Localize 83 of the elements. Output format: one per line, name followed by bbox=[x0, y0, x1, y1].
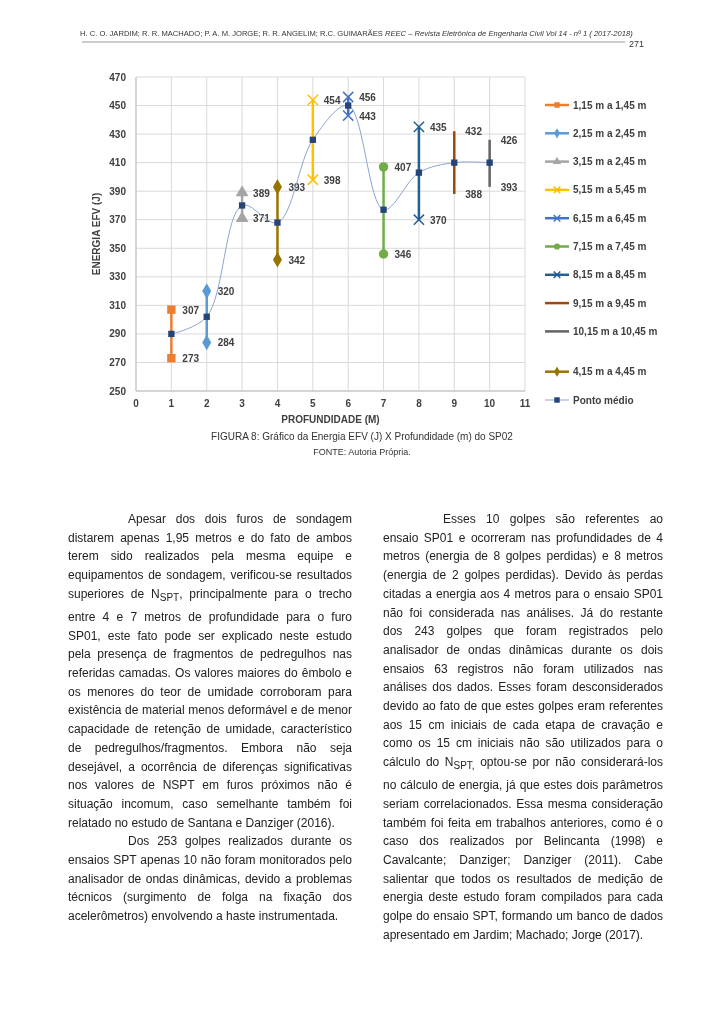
x-tick-label: 6 bbox=[345, 398, 352, 409]
point bbox=[168, 330, 175, 338]
legend-label: 1,15 m a 1,45 m bbox=[573, 99, 647, 111]
x-axis-title: PROFUNDIDADE (M) bbox=[281, 414, 380, 425]
text: Dos 253 golpes realizados durante os ensaios SPT apenas 10 não foram monitorados pelo analisador de ondas dinâmicas, devido a problemas técnicos (surgimento de folga na fixação dos acelerômetros) envolvendo a haste instrumentada. bbox=[68, 833, 352, 926]
text: Esses 10 golpes são referentes ao ensaio SP01 e ocorreram nas profundidades de 4 metros (energia de 8 golpes perdidas) e 8 metros (energia de 2 golpes perdidas). Devido às perdas citadas a energia aos 4 metros para o ensaio SP01 não foi considerada nas análises. Já do restante dos 243 golpes que foram registrados pelo analisador de ondas dinâmicas durante os dois ensaios 63 registros não foram utilizados nas análises dos dados. Esses foram desconsiderados devido ao fato de que estes golpes eram referentes aos 15 cm iniciais de cada etapa de cravação e como os 15 cm iniciais não são utilizados para o cálculo do N$_{SPT,}$ optou-se por não considerará-los no cálculo de energia, já que estes dois parâmetros seriam correlacionados. Essa mesma consideração também foi feita em trabalhos anteriores, como é o caso dos realizados por Belincanta (1998) e Cavalcante; Danziger; Danziger (2011). Cabe salientar que todos os resultados de medição de energia deste estudo foram compilados para cada golpe do ensaio SPT, formando um banco de dados apresentado em Jardim; Machado; Jorge (2017). bbox=[383, 512, 663, 942]
legend-label: 3,15 m a 2,45 m bbox=[573, 156, 647, 168]
point bbox=[451, 159, 458, 166]
point bbox=[238, 202, 246, 209]
data-label: 320 bbox=[217, 286, 235, 298]
y-tick-label: 470 bbox=[109, 71, 127, 83]
data-label: 407 bbox=[394, 161, 412, 173]
point bbox=[167, 305, 176, 314]
point bbox=[380, 206, 387, 213]
data-label: 432 bbox=[465, 126, 483, 138]
x-tick-label: 8 bbox=[416, 398, 423, 409]
x-tick-label: 7 bbox=[380, 398, 387, 409]
point bbox=[415, 169, 423, 176]
x-tick-label: 5 bbox=[310, 398, 317, 409]
y-tick-label: 410 bbox=[109, 157, 127, 169]
y-tick-label: 350 bbox=[109, 242, 127, 254]
data-label: 435 bbox=[429, 121, 448, 133]
point bbox=[274, 219, 281, 226]
data-label: 443 bbox=[359, 110, 377, 122]
data-label: 371 bbox=[253, 213, 271, 225]
point bbox=[306, 173, 319, 186]
point bbox=[378, 162, 389, 172]
data-label: 370 bbox=[429, 214, 448, 226]
x-tick-label: 1 bbox=[168, 398, 175, 409]
y-tick-label: 390 bbox=[109, 185, 127, 197]
y-tick-label: 450 bbox=[109, 100, 127, 112]
data-label: 398 bbox=[323, 174, 341, 186]
y-tick-label: 330 bbox=[109, 271, 127, 283]
y-tick-label: 290 bbox=[109, 328, 127, 340]
point bbox=[342, 91, 355, 103]
y-tick-label: 370 bbox=[109, 214, 127, 226]
x-tick-label: 0 bbox=[133, 398, 140, 409]
x-tick-label: 2 bbox=[203, 398, 210, 409]
legend-label: 10,15 m a 10,45 m bbox=[573, 325, 658, 337]
point bbox=[378, 249, 389, 259]
y-tick-label: 270 bbox=[109, 356, 127, 368]
point bbox=[306, 93, 319, 106]
data-label: 273 bbox=[182, 353, 200, 365]
text: FIGURA 8: Gráfico da Energia EFV (J) X Profundidade (m) do SP02 bbox=[211, 431, 514, 442]
point bbox=[345, 102, 352, 109]
data-label: 307 bbox=[182, 304, 200, 316]
x-tick-label: 9 bbox=[451, 398, 458, 409]
legend-label: 6,15 m a 6,45 m bbox=[573, 212, 647, 224]
legend-label: 2,15 m a 2,45 m bbox=[573, 127, 647, 139]
data-label: 426 bbox=[500, 134, 518, 146]
y-tick-label: 250 bbox=[109, 385, 127, 397]
x-tick-label: 4 bbox=[274, 398, 281, 409]
data-label: 346 bbox=[394, 248, 412, 260]
x-tick-label: 3 bbox=[239, 398, 246, 409]
text: 271 bbox=[629, 39, 645, 49]
point bbox=[486, 159, 493, 166]
legend-label: 5,15 m a 5,45 m bbox=[573, 184, 647, 196]
data-label: 284 bbox=[217, 337, 235, 349]
point bbox=[413, 121, 425, 133]
point bbox=[413, 213, 425, 226]
data-label: 456 bbox=[359, 91, 377, 103]
x-tick-label: 10 bbox=[484, 398, 496, 409]
y-tick-label: 310 bbox=[109, 299, 127, 311]
point bbox=[309, 136, 316, 143]
x-tick-label: 11 bbox=[519, 398, 531, 409]
data-label: 393 bbox=[500, 181, 518, 193]
legend-label: 4,15 m a 4,45 m bbox=[573, 366, 647, 378]
data-label: 454 bbox=[323, 94, 341, 106]
legend-label: 9,15 m a 9,45 m bbox=[573, 297, 647, 309]
point bbox=[203, 313, 210, 320]
legend-label: Ponto médio bbox=[573, 394, 634, 406]
y-axis-title: ENERGIA EFV (J) bbox=[91, 192, 102, 276]
legend-label: 8,15 m a 8,45 m bbox=[573, 269, 647, 281]
data-label: 388 bbox=[465, 189, 483, 201]
point bbox=[342, 109, 355, 122]
text: Apesar dos dois furos de sondagem distarem apenas 1,95 metros e do fato de ambos terem sido realizados pela mesma equipe e equipamentos de sondagem, verificou-se resultados superiores de N$_{SPT}$, principalmente para o trecho entre 4 e 7 metros de profundidade para o furo SP01, este fato pode ser explicado neste estudo pela presença de fragmentos de pedregulhos nas referidas camadas. Os valores maiores do êmbolo e os menores do teor de umidade corroboram para existência de material menos deformável e de menor capacidade de retenção de umidade, característico de pedregulhos/fragmentos. Embora não seja desejável, a ocorrência de diferenças significativas nos valores de NSPT em furos próximos não é situação incomum, caso semelhante também foi relatado no estudo de Santana e Danziger (2016). bbox=[68, 512, 352, 830]
point bbox=[167, 353, 176, 363]
data-label: 389 bbox=[253, 187, 271, 199]
source-note: FONTE: Autoria Própria. bbox=[313, 447, 411, 457]
legend-label: 7,15 m a 7,45 m bbox=[573, 241, 647, 252]
data-label: 342 bbox=[288, 254, 306, 266]
data-label: 393 bbox=[288, 181, 306, 193]
y-tick-label: 430 bbox=[109, 128, 127, 140]
